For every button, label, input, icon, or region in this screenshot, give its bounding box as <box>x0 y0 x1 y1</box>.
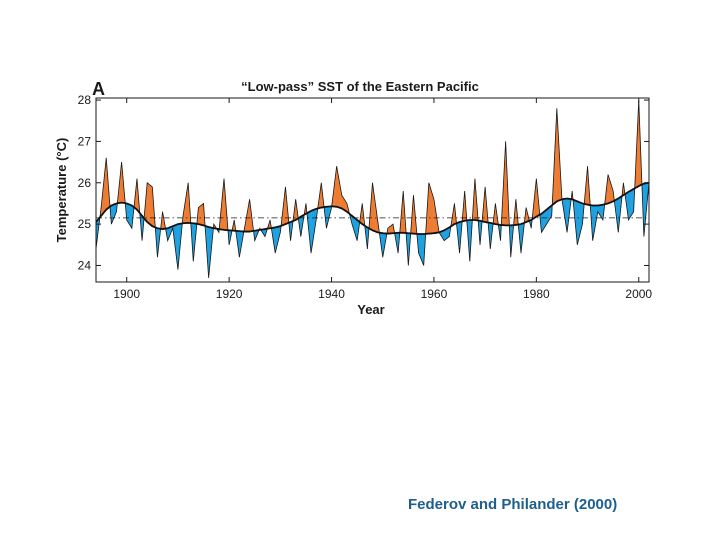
x-tick-label: 1940 <box>318 287 345 301</box>
y-axis-ticks: 24 25 26 27 28 <box>78 93 649 272</box>
y-axis-label: Temperature (°C) <box>54 138 69 243</box>
panel-label: A <box>92 79 105 99</box>
citation-text: Federov and Philander (2000) <box>408 496 618 513</box>
sst-series-line <box>96 100 649 278</box>
x-axis-ticks: 1900 1920 1940 1960 1980 2000 <box>113 98 652 301</box>
y-tick-label: 26 <box>78 176 92 190</box>
trend-line <box>96 181 649 235</box>
x-tick-label: 1920 <box>216 287 243 301</box>
y-tick-label: 28 <box>78 93 92 107</box>
x-tick-label: 1900 <box>113 287 140 301</box>
x-tick-label: 2000 <box>625 287 652 301</box>
chart-title: “Low-pass” SST of the Eastern Pacific <box>241 79 479 94</box>
x-axis-label: Year <box>357 302 384 317</box>
y-tick-label: 25 <box>78 217 92 231</box>
y-tick-label: 27 <box>78 134 92 148</box>
warm-anomaly-fills <box>99 100 643 235</box>
x-tick-label: 1980 <box>523 287 550 301</box>
y-tick-label: 24 <box>78 258 92 272</box>
plot-frame <box>95 97 650 283</box>
plot-area <box>96 100 649 278</box>
x-tick-label: 1960 <box>421 287 448 301</box>
